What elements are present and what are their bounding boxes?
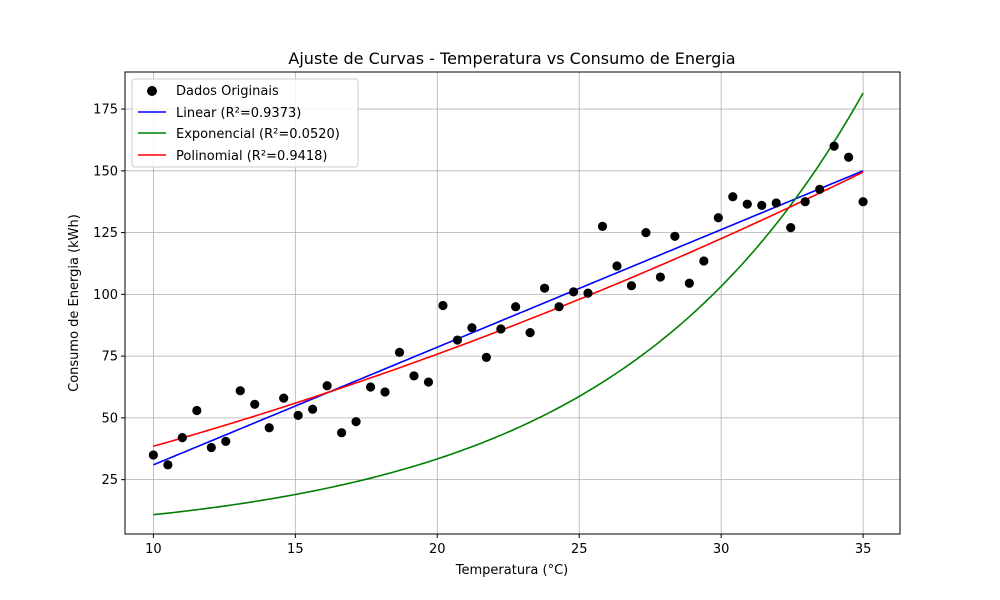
data-point (395, 348, 404, 357)
y-tick-label: 25 (101, 473, 118, 488)
data-point (612, 261, 621, 270)
data-point (540, 284, 549, 293)
data-point (221, 437, 230, 446)
data-point (858, 197, 867, 206)
data-point (163, 460, 172, 469)
legend-label-dados: Dados Originais (176, 84, 279, 99)
data-point (569, 287, 578, 296)
y-tick-label: 50 (101, 411, 118, 426)
data-point (496, 324, 505, 333)
x-tick-label: 15 (287, 542, 304, 557)
data-point (337, 428, 346, 437)
data-point (308, 405, 317, 414)
legend-label-polinomial: Polinomial (R²=0.9418) (176, 149, 328, 164)
data-point (641, 228, 650, 237)
data-point (265, 423, 274, 432)
curve-linear (153, 171, 863, 465)
data-point (207, 443, 216, 452)
data-point (757, 201, 766, 210)
data-point (627, 281, 636, 290)
data-point (743, 200, 752, 209)
legend-marker-dados (147, 86, 157, 96)
data-point (279, 394, 288, 403)
data-point (438, 301, 447, 310)
data-point (699, 256, 708, 265)
x-tick-label: 35 (855, 542, 872, 557)
legend-label-exponencial: Exponencial (R²=0.0520) (176, 127, 340, 142)
data-point (598, 222, 607, 231)
data-points (149, 142, 868, 470)
data-point (453, 335, 462, 344)
data-point (714, 213, 723, 222)
x-axis-label: Temperatura (°C) (455, 563, 568, 578)
data-point (511, 302, 520, 311)
y-tick-label: 175 (93, 103, 118, 118)
data-point (366, 382, 375, 391)
data-point (424, 377, 433, 386)
data-point (801, 197, 810, 206)
legend-label-linear: Linear (R²=0.9373) (176, 106, 301, 121)
data-point (670, 232, 679, 241)
x-tick-label: 10 (145, 542, 162, 557)
data-point (526, 328, 535, 337)
data-point (351, 417, 360, 426)
y-tick-label: 150 (93, 164, 118, 179)
y-tick-label: 125 (93, 226, 118, 241)
data-point (656, 272, 665, 281)
data-point (250, 400, 259, 409)
y-tick-label: 100 (93, 288, 118, 303)
curve-polinomial (153, 172, 863, 446)
x-tick-label: 25 (571, 542, 588, 557)
data-point (323, 381, 332, 390)
data-point (380, 387, 389, 396)
data-point (467, 323, 476, 332)
legend: Dados Originais Linear (R²=0.9373) Expon… (132, 79, 358, 167)
y-tick-label: 75 (101, 350, 118, 365)
data-point (786, 223, 795, 232)
data-point (844, 153, 853, 162)
y-axis: 25 50 75 100 125 150 175 (93, 103, 125, 489)
data-point (236, 386, 245, 395)
data-point (409, 371, 418, 380)
data-point (728, 192, 737, 201)
data-point (482, 353, 491, 362)
data-point (294, 411, 303, 420)
data-point (149, 450, 158, 459)
data-point (192, 406, 201, 415)
data-point (830, 142, 839, 151)
y-axis-label: Consumo de Energia (kWh) (67, 214, 82, 392)
x-tick-label: 30 (713, 542, 730, 557)
data-point (178, 433, 187, 442)
data-point (583, 289, 592, 298)
x-tick-label: 20 (429, 542, 446, 557)
data-point (685, 279, 694, 288)
data-point (815, 185, 824, 194)
data-point (554, 302, 563, 311)
chart-title: Ajuste de Curvas - Temperatura vs Consum… (288, 49, 735, 68)
x-axis: 10 15 20 25 30 35 (145, 534, 871, 557)
data-point (772, 198, 781, 207)
